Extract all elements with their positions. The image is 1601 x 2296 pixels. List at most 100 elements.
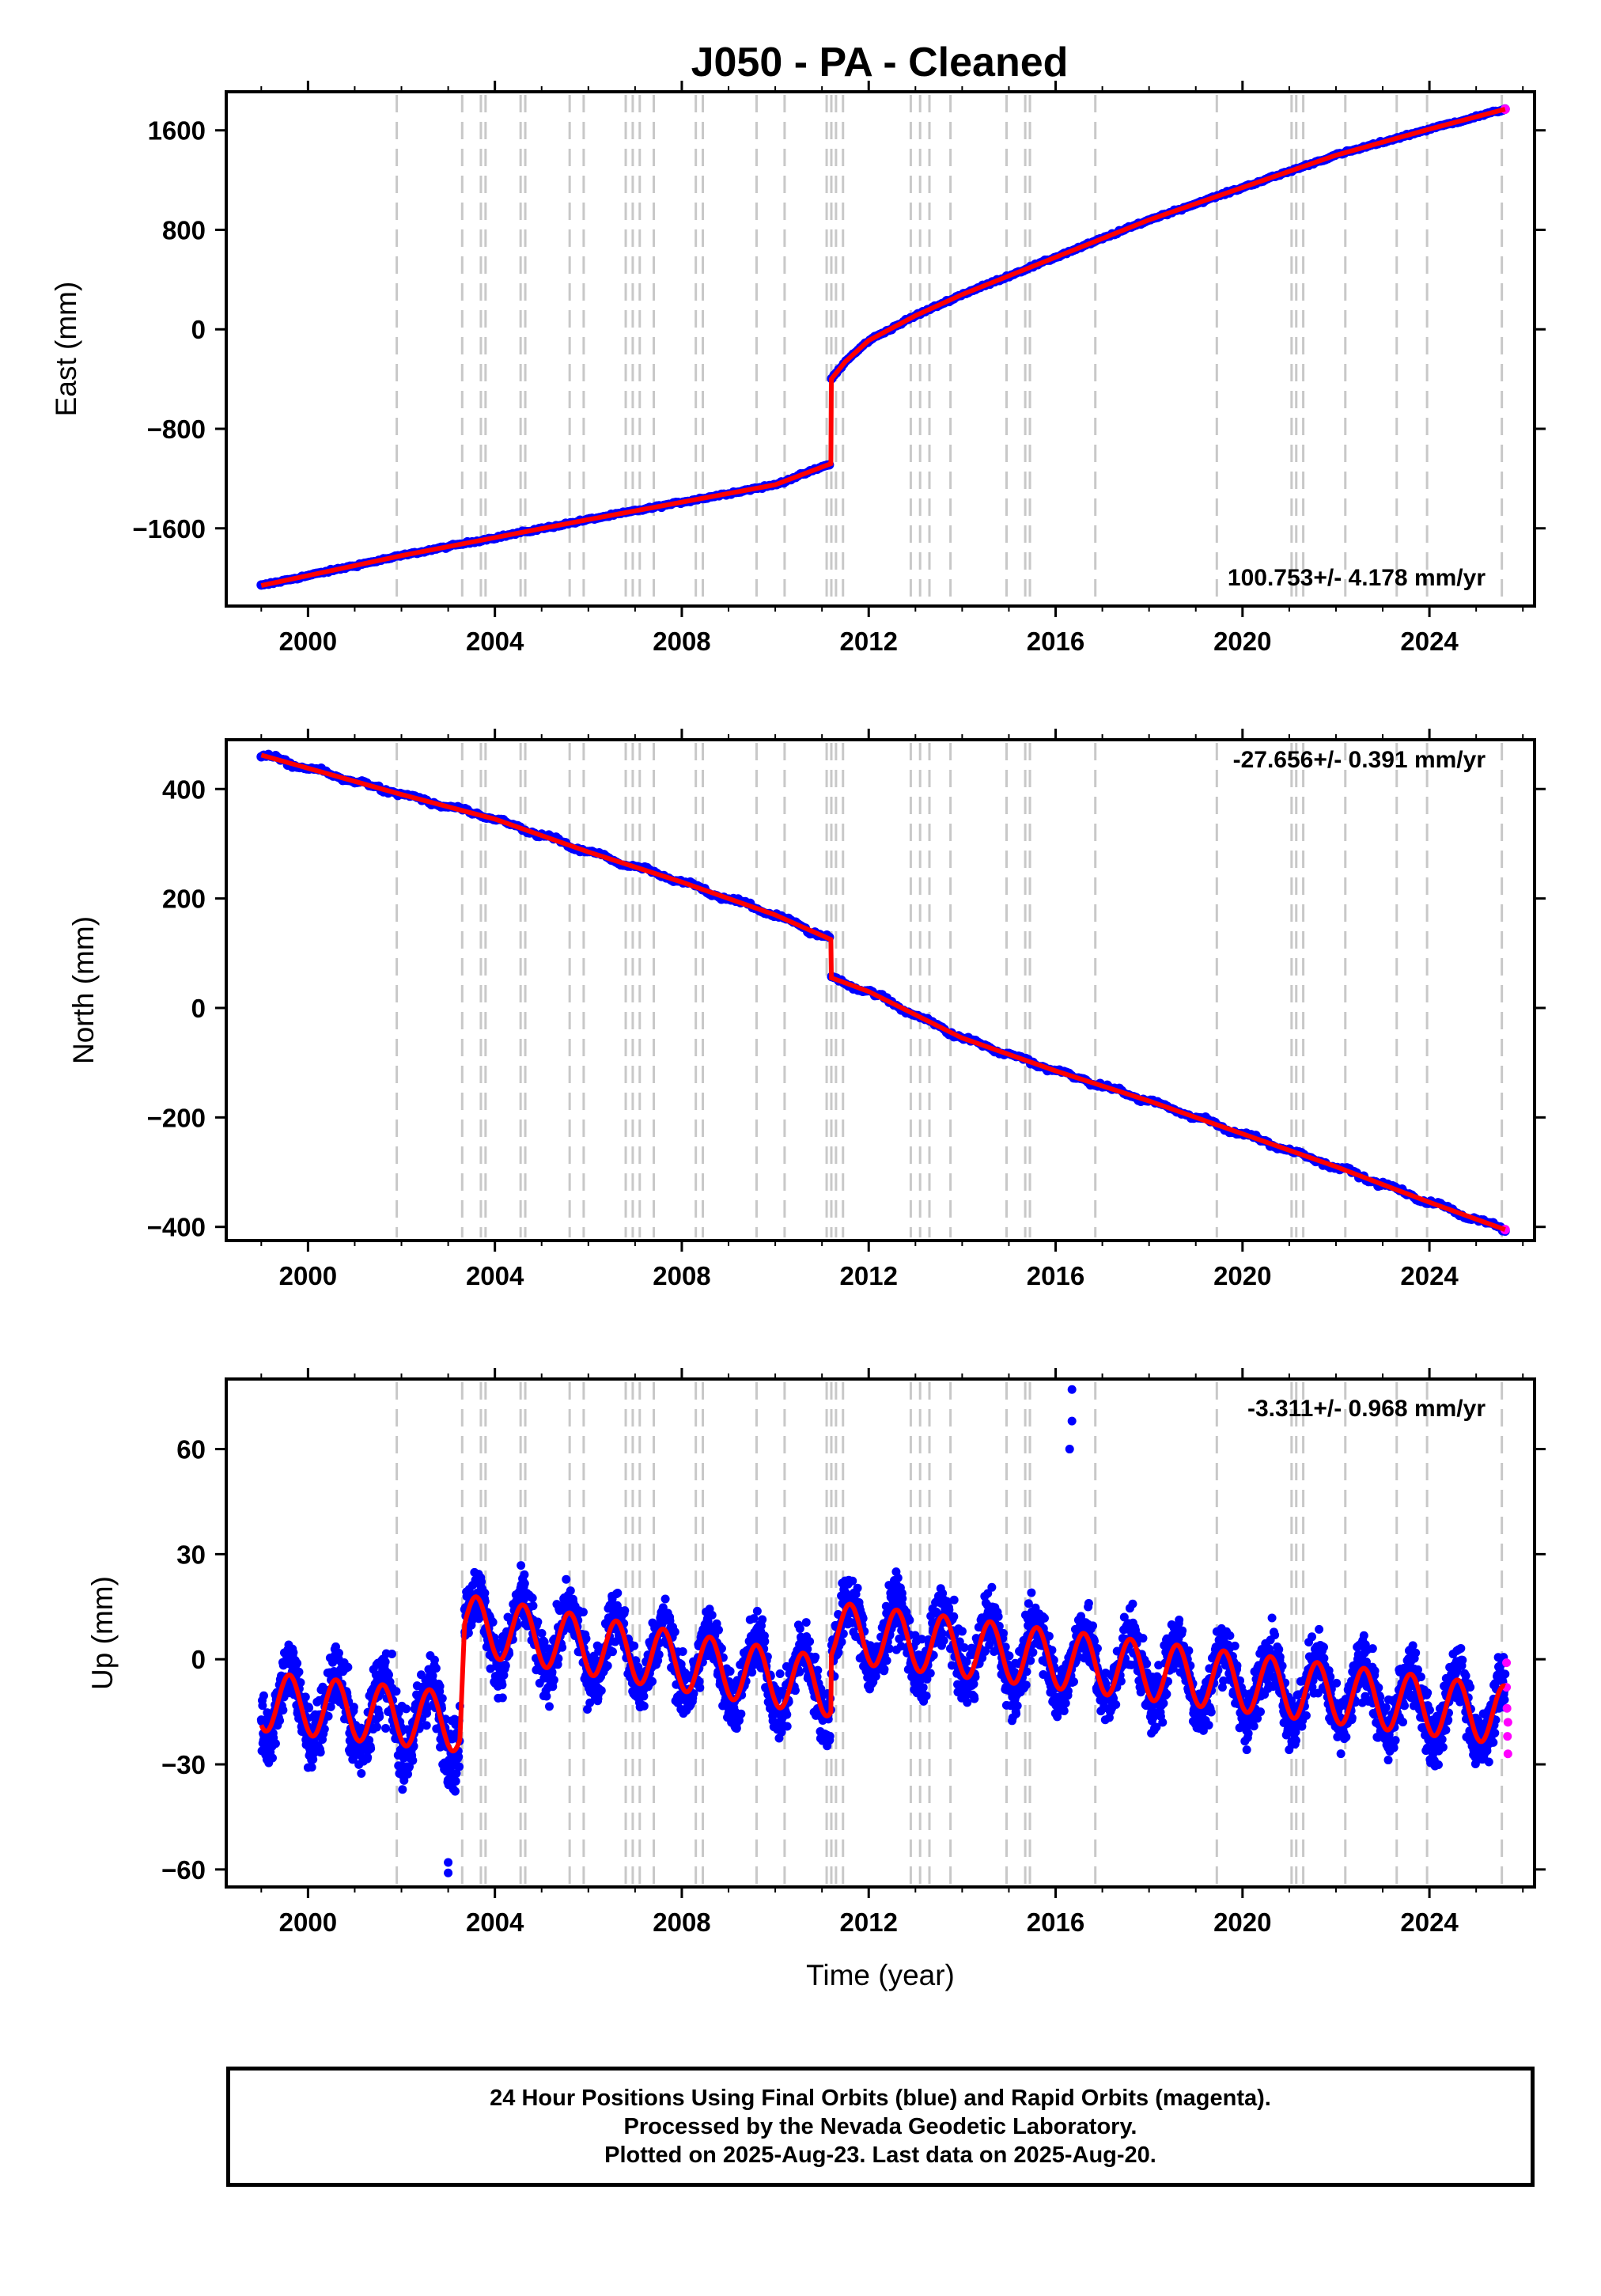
up-data-point: [1383, 1756, 1393, 1765]
up-data-point: [1012, 1701, 1022, 1711]
north-x-tick-label: 2016: [1027, 1261, 1084, 1290]
up-data-point: [316, 1748, 325, 1757]
east-final-points: [256, 104, 1510, 590]
up-data-point: [1069, 1677, 1079, 1687]
up-data-point: [501, 1661, 510, 1670]
north-y-tick-label: −200: [147, 1103, 206, 1132]
up-data-point: [1138, 1634, 1148, 1643]
up-data-point: [805, 1637, 815, 1646]
up-data-point: [357, 1769, 366, 1779]
up-data-point: [998, 1628, 1008, 1638]
up-data-point: [435, 1681, 445, 1691]
north-panel: 2000 2004 2008 2012 2016 2020 20244002000−200−…: [67, 729, 1546, 1290]
up-data-point: [320, 1724, 329, 1733]
east-y-tick-label: 1600: [148, 116, 206, 146]
up-data-point: [549, 1675, 558, 1684]
up-data-point: [639, 1701, 649, 1711]
up-data-point: [1012, 1709, 1021, 1718]
up-data-point: [1088, 1621, 1098, 1631]
up-data-point: [307, 1763, 316, 1772]
north-x-tick-label: 2000: [279, 1261, 337, 1290]
up-data-point: [736, 1709, 746, 1718]
up-data-point: [752, 1606, 762, 1616]
up-data-point: [305, 1703, 314, 1713]
up-data-point: [848, 1576, 857, 1586]
up-data-point: [1319, 1654, 1329, 1663]
up-data-point: [654, 1650, 664, 1659]
up-data-point: [1336, 1749, 1346, 1759]
east-x-tick-label: 2020: [1213, 627, 1271, 656]
up-data-point: [428, 1671, 437, 1680]
east-y-axis-label: East (mm): [50, 282, 82, 417]
up-data-point: [528, 1601, 538, 1611]
east-x-tick-label: 2008: [653, 627, 710, 656]
up-data-point: [326, 1702, 335, 1711]
up-data-point: [596, 1686, 606, 1695]
up-data-point: [732, 1724, 741, 1733]
north-event-lines: [396, 743, 1504, 1237]
up-data-point: [430, 1655, 439, 1665]
east-x-tick-label: 2012: [840, 627, 898, 656]
north-y-axis-label: North (mm): [67, 916, 100, 1064]
up-data-point: [1206, 1707, 1216, 1717]
up-data-point: [994, 1612, 1003, 1621]
up-data-point: [381, 1723, 391, 1733]
up-data-point: [1084, 1598, 1093, 1608]
up-data-point: [925, 1669, 935, 1678]
up-data-point: [1027, 1588, 1036, 1597]
up-data-point: [607, 1647, 617, 1657]
up-data-point: [454, 1752, 464, 1761]
north-model-path: [260, 752, 1506, 1233]
figure-title: J050 - PA - Cleaned: [691, 40, 1069, 85]
up-data-point: [542, 1692, 551, 1701]
up-data-point: [801, 1618, 811, 1627]
up-data-point: [1315, 1624, 1324, 1634]
up-data-point: [1026, 1656, 1035, 1665]
up-data-point: [782, 1710, 792, 1719]
up-data-point: [970, 1694, 979, 1703]
up-data-point: [1204, 1720, 1213, 1730]
up-data-point: [678, 1646, 687, 1656]
up-data-point: [373, 1722, 382, 1732]
east-x-tick-label: 2024: [1400, 627, 1459, 656]
up-data-point: [1005, 1651, 1014, 1661]
up-data-point: [1274, 1645, 1284, 1654]
up-data-point: [1111, 1699, 1121, 1709]
up-data-point: [437, 1694, 447, 1703]
up-data-point: [1128, 1599, 1137, 1608]
east-y-tick-label: 0: [191, 315, 206, 344]
up-data-point: [488, 1617, 498, 1627]
north-ticks: 2000 2004 2008 2012 2016 2020 20244002000−200−…: [147, 729, 1546, 1290]
up-data-point: [613, 1588, 623, 1597]
up-data-point: [660, 1594, 670, 1604]
up-data-point: [520, 1579, 529, 1589]
up-data-point: [957, 1627, 967, 1636]
up-data-point: [380, 1657, 390, 1666]
up-data-point: [648, 1677, 657, 1686]
east-model-line: [260, 107, 1506, 589]
east-x-tick-label: 2000: [279, 627, 337, 656]
up-data-point: [882, 1656, 891, 1665]
up-data-point: [1175, 1615, 1184, 1624]
east-plot-frame: [225, 90, 1536, 608]
up-data-point: [294, 1667, 304, 1677]
up-data-point: [343, 1662, 353, 1672]
up-data-point: [758, 1615, 767, 1624]
up-data-point: [1162, 1689, 1171, 1699]
up-data-point: [408, 1756, 418, 1765]
north-x-tick-label: 2004: [466, 1261, 524, 1290]
up-data-point: [603, 1661, 612, 1670]
up-data-point: [939, 1635, 948, 1645]
up-data-point: [392, 1687, 401, 1696]
up-data-point: [1243, 1729, 1253, 1738]
up-data-point: [431, 1664, 441, 1673]
up-data-point: [1332, 1678, 1342, 1688]
up-data-point: [725, 1666, 735, 1676]
up-data-point: [639, 1692, 649, 1701]
up-data-point: [1359, 1631, 1368, 1640]
north-x-tick-label: 2008: [653, 1261, 710, 1290]
up-panel: 2000 2004 2008 2012 2016 2020 202460300−30−60 …: [86, 1368, 1546, 1991]
up-data-point: [775, 1669, 785, 1678]
up-data-point: [289, 1648, 298, 1658]
up-data-point: [324, 1711, 333, 1721]
